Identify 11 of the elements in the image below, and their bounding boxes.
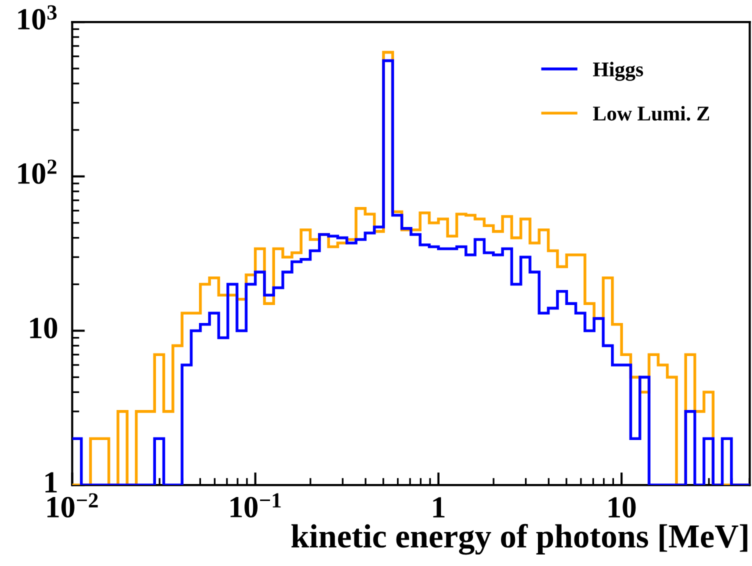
x-tick-label: 10$^{−1}$ bbox=[230, 493, 281, 518]
x-tick-label: 1 bbox=[433, 497, 444, 518]
y-tick-label: 10$^{2}$ bbox=[18, 160, 56, 184]
y-tick-label: 1 bbox=[45, 472, 57, 492]
x-tick-label: 10$^{−2}$ bbox=[47, 493, 98, 518]
legend-label: Low Lumi. Z bbox=[593, 106, 710, 121]
legend-label: Higgs bbox=[593, 62, 644, 81]
y-tick-label: 10 bbox=[30, 318, 58, 338]
x-tick-label: 10 bbox=[608, 497, 636, 518]
y-tick-label: 10$^{3}$ bbox=[18, 5, 57, 30]
x-axis-title: kinetic energy of photons [MeV] bbox=[291, 524, 748, 555]
